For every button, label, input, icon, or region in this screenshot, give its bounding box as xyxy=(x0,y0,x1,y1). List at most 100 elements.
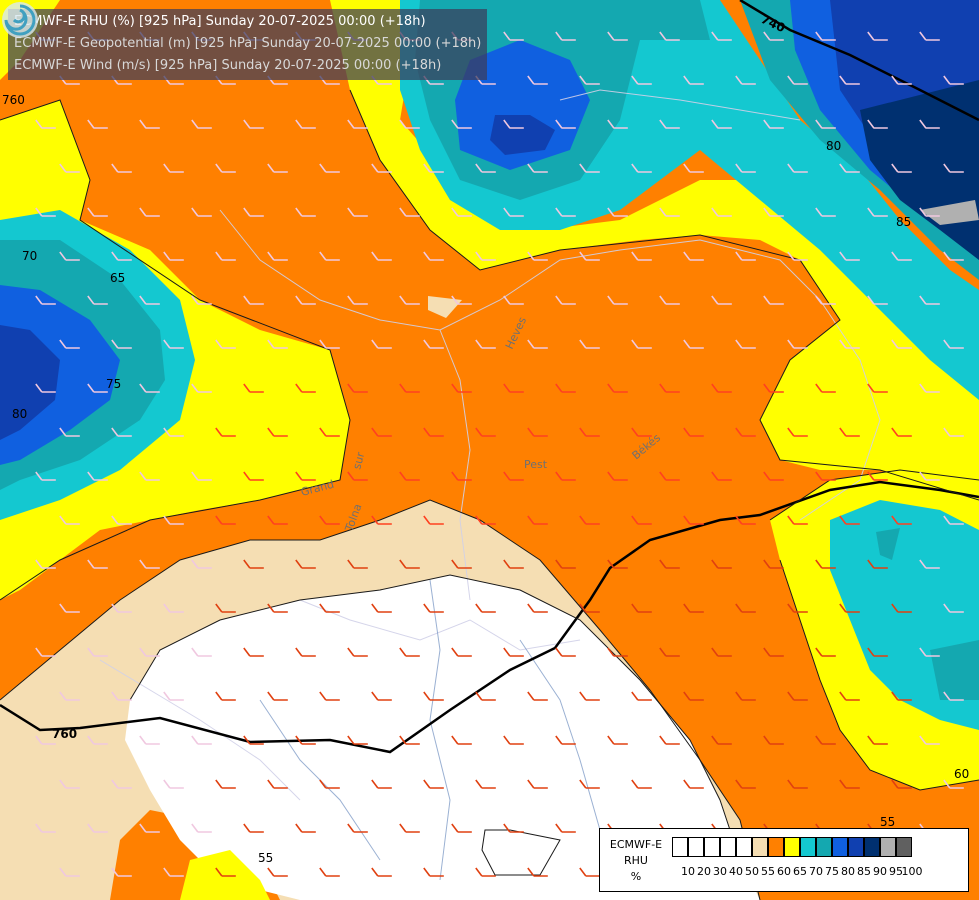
wind-barb xyxy=(919,559,940,569)
wind-barb xyxy=(347,647,368,657)
wind-barb xyxy=(711,31,732,41)
wind-barb xyxy=(87,647,108,657)
title-geopotential: ECMWF-E Geopotential (m) [925 hPa] Sunda… xyxy=(14,36,482,51)
wind-barb xyxy=(555,823,576,833)
wind-barb xyxy=(763,119,784,129)
wind-barb xyxy=(683,251,704,261)
wind-barb xyxy=(631,779,652,789)
legend-tick-label: 20 xyxy=(697,865,711,878)
wind-barbs xyxy=(35,31,964,877)
wind-barb xyxy=(839,779,860,789)
geopotential-760-contour xyxy=(0,480,979,754)
wind-barb xyxy=(659,647,680,657)
wind-barb xyxy=(423,779,444,789)
wind-barb xyxy=(267,603,288,613)
wind-barb xyxy=(839,691,860,701)
wind-barb xyxy=(815,31,836,41)
wind-barb xyxy=(579,163,600,173)
wind-barb xyxy=(371,867,392,877)
wind-barb xyxy=(683,339,704,349)
wind-barb xyxy=(475,427,496,437)
wind-barb xyxy=(243,295,264,305)
wind-barb xyxy=(867,735,888,745)
wind-barb xyxy=(763,383,784,393)
wind-barb xyxy=(267,691,288,701)
wind-barb xyxy=(579,427,600,437)
wind-barb xyxy=(867,559,888,569)
wind-barb xyxy=(527,867,548,877)
legend-swatch xyxy=(688,837,704,857)
wind-barb xyxy=(451,559,472,569)
wind-barb xyxy=(763,735,784,745)
title-rhu: ECMWF-E RHU (%) [925 hPa] Sunday 20-07-2… xyxy=(14,14,426,29)
wind-barb xyxy=(191,647,212,657)
wind-barb xyxy=(891,339,912,349)
wind-barb xyxy=(579,867,600,877)
wind-barb xyxy=(319,779,340,789)
legend-swatch xyxy=(880,837,896,857)
wind-barb xyxy=(347,295,368,305)
wind-barb xyxy=(267,427,288,437)
legend-title-line3: % xyxy=(630,870,642,883)
legend-swatch xyxy=(832,837,848,857)
legend-swatch xyxy=(752,837,768,857)
rhu-65-region-top xyxy=(330,0,979,500)
wind-barb xyxy=(891,251,912,261)
wind-barb xyxy=(763,31,784,41)
wind-barb xyxy=(735,515,756,525)
wind-barb xyxy=(867,207,888,217)
wind-barb xyxy=(215,867,236,877)
wind-barb xyxy=(815,647,836,657)
wind-barb xyxy=(659,295,680,305)
wind-barb xyxy=(371,515,392,525)
wind-barb xyxy=(111,339,132,349)
wind-barb xyxy=(267,779,288,789)
wind-barb xyxy=(191,735,212,745)
wind-barb xyxy=(631,427,652,437)
wind-barb xyxy=(943,427,964,437)
wind-barb xyxy=(711,471,732,481)
legend-swatches xyxy=(672,837,912,857)
wind-barb xyxy=(579,75,600,85)
wind-barb xyxy=(163,691,184,701)
wind-barb xyxy=(139,295,160,305)
wind-barb xyxy=(735,75,756,85)
wind-barb xyxy=(191,559,212,569)
wind-barb xyxy=(399,559,420,569)
wind-barb xyxy=(475,603,496,613)
wind-barb xyxy=(503,471,524,481)
wind-barb xyxy=(267,339,288,349)
wind-barb xyxy=(919,119,940,129)
wind-barb xyxy=(555,383,576,393)
wind-barb xyxy=(163,339,184,349)
label-rhu-70: 70 xyxy=(22,249,37,263)
legend-tick-label: 40 xyxy=(729,865,743,878)
wind-barb xyxy=(243,383,264,393)
wind-barb xyxy=(371,163,392,173)
wind-barb xyxy=(891,75,912,85)
wind-barb xyxy=(35,471,56,481)
legend-tick-label: 95 xyxy=(889,865,903,878)
wind-barb xyxy=(631,163,652,173)
wind-barb xyxy=(763,647,784,657)
wind-barb xyxy=(191,471,212,481)
wind-barb xyxy=(111,691,132,701)
wind-barb xyxy=(243,119,264,129)
wind-barb xyxy=(475,163,496,173)
wind-barb xyxy=(163,251,184,261)
wind-barb xyxy=(711,647,732,657)
wind-barb xyxy=(503,119,524,129)
wind-barb xyxy=(919,207,940,217)
wind-barb xyxy=(891,427,912,437)
wind-barb xyxy=(59,691,80,701)
wind-barb xyxy=(295,207,316,217)
wind-barb xyxy=(815,471,836,481)
wind-barb xyxy=(579,691,600,701)
wind-barb xyxy=(815,295,836,305)
legend-title: ECMWF-E RHU % xyxy=(604,837,668,885)
wind-barb xyxy=(87,823,108,833)
wind-barb xyxy=(891,691,912,701)
wind-barb xyxy=(59,339,80,349)
rhu-55-blob xyxy=(428,296,462,318)
wind-barb xyxy=(579,339,600,349)
